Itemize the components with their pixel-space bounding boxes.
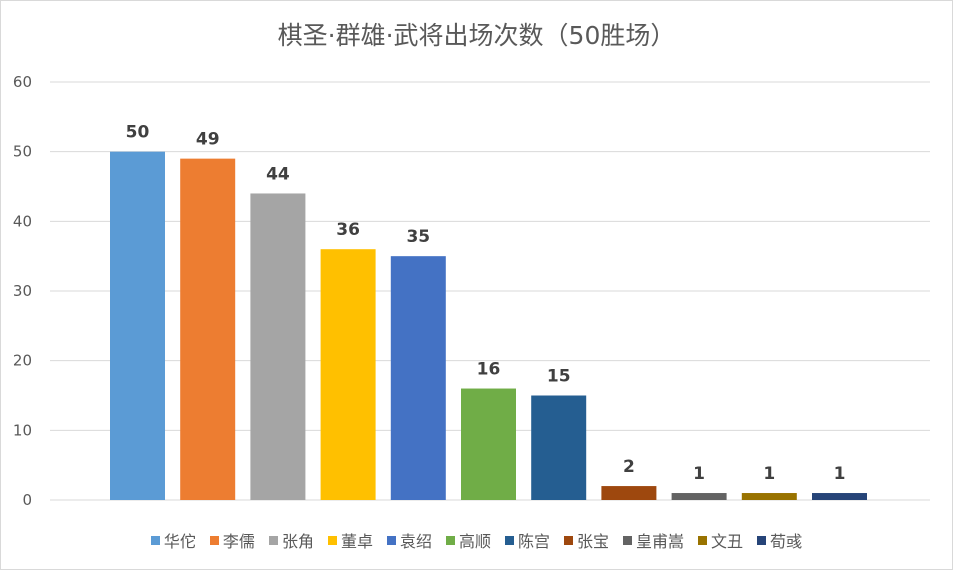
y-tick-label-30: 30: [13, 282, 32, 300]
data-label-2: 49: [196, 130, 220, 150]
y-tick-label-40: 40: [13, 212, 32, 230]
legend-item-7: 陈宫: [505, 528, 550, 552]
legend-swatch-11: [757, 535, 767, 545]
legend-swatch-3: [268, 535, 278, 545]
legend-label-7: 陈宫: [518, 532, 551, 551]
legend-label-10: 文丑: [711, 532, 744, 551]
data-label-6: 16: [477, 360, 501, 380]
data-label-5: 35: [406, 227, 430, 247]
legend-label-2: 李儒: [222, 532, 255, 551]
legend-item-2: 李儒: [209, 528, 255, 552]
legend-swatch-10: [698, 535, 708, 545]
legend-item-3: 张角: [268, 528, 314, 552]
legend-item-10: 文丑: [698, 528, 743, 552]
bar-2: [180, 158, 236, 500]
legend-swatch-7: [505, 535, 514, 545]
legend-item-9: 皇甫嵩: [623, 528, 684, 552]
bar-11: [812, 493, 867, 500]
y-tick-label-0: 0: [22, 491, 32, 509]
legend-label-11: 荀彧: [770, 532, 803, 551]
legend-label-9: 皇甫嵩: [636, 532, 685, 551]
legend-item-8: 张宝: [564, 528, 609, 552]
bar-10: [741, 493, 797, 500]
y-tick-label-50: 50: [13, 143, 32, 161]
legend-swatch-1: [150, 535, 160, 545]
legend-item-5: 袁绍: [386, 528, 432, 552]
legend-swatch-6: [445, 535, 455, 545]
data-label-3: 44: [266, 164, 290, 184]
legend-item-6: 高顺: [445, 528, 491, 552]
legend-swatch-2: [209, 535, 219, 545]
chart-legend: 华佗 李儒 张角 董卓 袁绍 高顺 陈宫 张宝 皇甫嵩 文丑 荀彧: [0, 528, 953, 552]
legend-label-4: 董卓: [340, 532, 373, 551]
bar-4: [320, 249, 376, 500]
data-label-4: 36: [336, 220, 360, 240]
data-label-11: 1: [834, 464, 846, 484]
bar-1: [110, 151, 165, 500]
bar-7: [531, 395, 587, 500]
legend-label-6: 高顺: [458, 532, 491, 551]
y-tick-label-60: 60: [13, 73, 32, 91]
data-label-7: 15: [547, 367, 571, 387]
data-label-1: 50: [126, 123, 150, 143]
chart-title: 棋圣·群雄·武将出场次数（50胜场）: [277, 21, 676, 50]
legend-item-11: 荀彧: [757, 528, 802, 552]
bar-8: [601, 486, 657, 500]
legend-item-1: 华佗: [150, 528, 196, 552]
data-label-8: 2: [623, 457, 635, 477]
bar-9: [671, 493, 727, 500]
legend-swatch-5: [386, 535, 396, 545]
legend-item-4: 董卓: [327, 528, 373, 552]
bar-6: [461, 388, 516, 500]
legend-label-5: 袁绍: [399, 532, 432, 551]
data-label-10: 1: [763, 464, 775, 484]
bar-5: [390, 256, 446, 500]
legend-label-8: 张宝: [577, 532, 610, 551]
legend-swatch-8: [564, 535, 574, 545]
legend-label-3: 张角: [281, 532, 314, 551]
y-tick-label-20: 20: [13, 352, 32, 370]
legend-swatch-4: [327, 535, 337, 545]
legend-label-1: 华佗: [163, 532, 196, 551]
legend-swatch-9: [623, 535, 633, 545]
bar-3: [250, 193, 306, 500]
data-label-9: 1: [693, 464, 705, 484]
y-tick-label-10: 10: [13, 421, 32, 439]
